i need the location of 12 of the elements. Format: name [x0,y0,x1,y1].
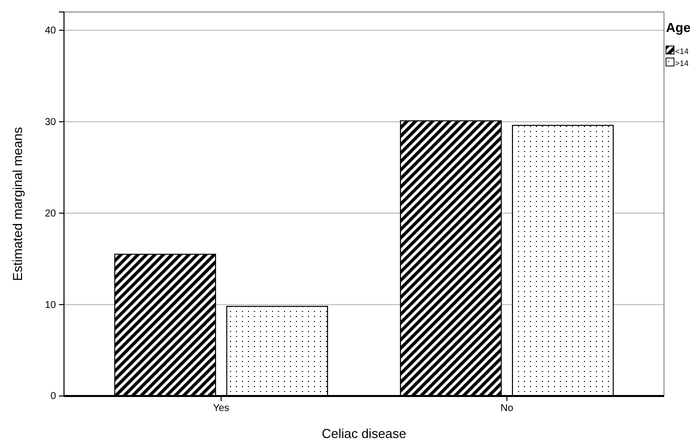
x-tick-label: No [500,403,514,414]
y-tick-label: 20 [44,208,56,220]
y-tick-label: 10 [44,300,56,311]
legend-label: <14 [675,47,690,56]
y-tick-label: 40 [44,25,56,36]
y-axis-title: Estimated marginal means [10,126,25,281]
x-axis-title: Celiac disease [322,426,406,441]
legend-label: >14 [675,59,690,68]
y-tick-label: 0 [50,391,56,402]
y-tick-label: 30 [44,116,56,128]
legend-title: Age [666,20,691,35]
x-tick-label: Yes [212,403,230,414]
